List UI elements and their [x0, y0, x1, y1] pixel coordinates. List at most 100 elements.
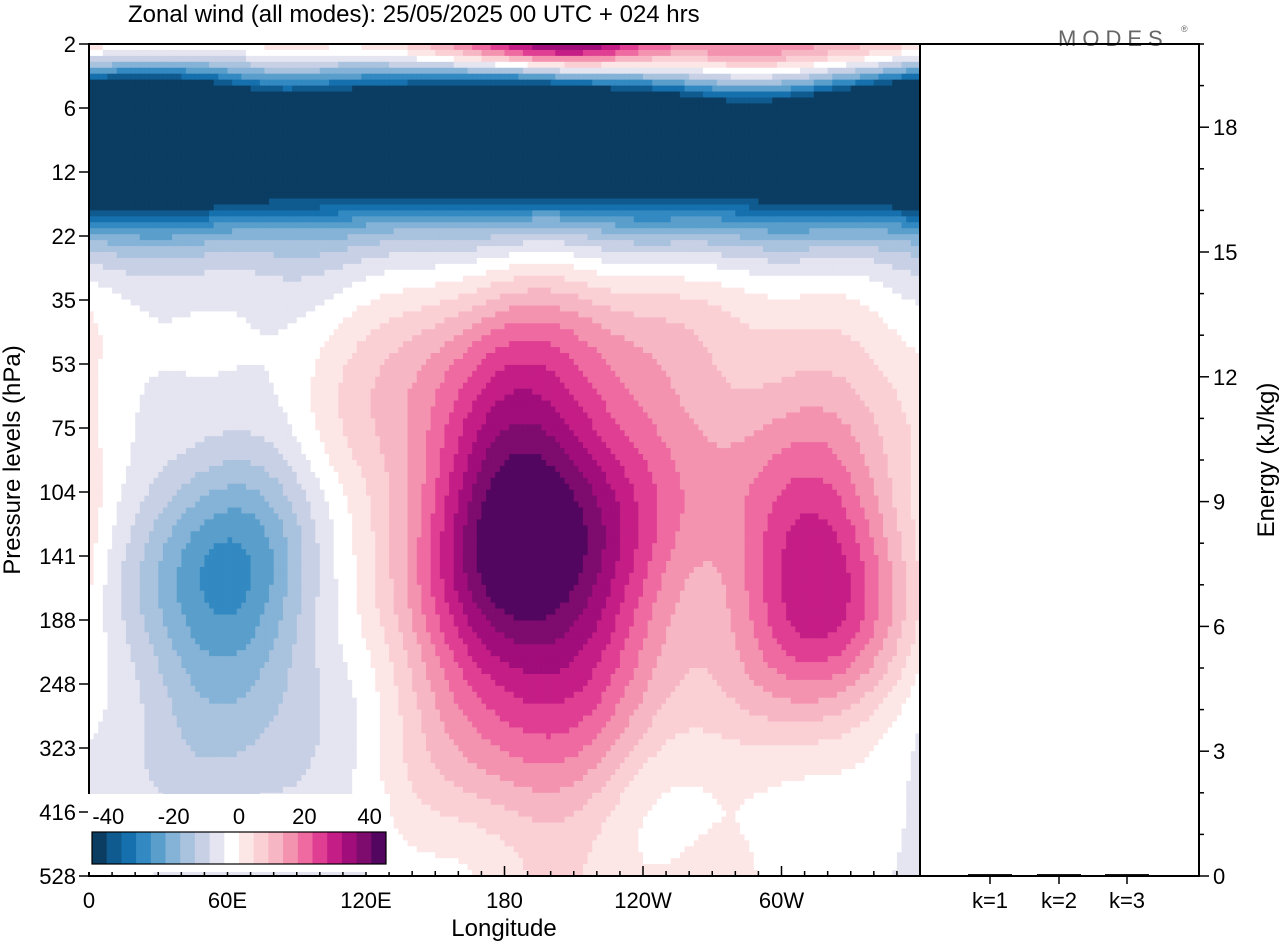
heatmap-cell	[435, 44, 441, 51]
heatmap-cell	[906, 55, 912, 63]
heatmap-cell	[541, 174, 547, 182]
heatmap-cell	[786, 109, 792, 116]
heatmap-cell	[370, 73, 376, 81]
heatmap-cell	[799, 85, 806, 93]
heatmap-cell	[850, 127, 856, 134]
heatmap-cell	[153, 133, 159, 140]
heatmap-cell	[693, 174, 699, 182]
heatmap-cell	[264, 49, 270, 57]
heatmap-cell	[342, 91, 349, 99]
heatmap-cell	[518, 192, 524, 200]
heatmap-cell	[716, 49, 723, 57]
heatmap-cell	[153, 168, 159, 176]
heatmap-cell	[564, 44, 570, 51]
heatmap-cell	[781, 109, 787, 116]
heatmap-cell	[527, 127, 533, 134]
heatmap-cell	[629, 174, 635, 182]
heatmap-cell	[499, 79, 506, 87]
heatmap-cell	[693, 186, 699, 194]
heatmap-cell	[185, 97, 192, 105]
heatmap-cell	[624, 174, 630, 182]
heatmap-cell	[379, 156, 386, 164]
heatmap-cell	[407, 186, 413, 194]
heatmap-cell	[102, 55, 109, 63]
heatmap-cell	[744, 103, 750, 110]
heatmap-cell	[910, 168, 916, 176]
heatmap-cell	[656, 115, 663, 122]
heatmap-cell	[878, 49, 884, 57]
heatmap-cell	[98, 73, 104, 81]
heatmap-cell	[98, 174, 104, 182]
heatmap-cell	[859, 174, 866, 182]
heatmap-cell	[232, 79, 238, 87]
heatmap-cell	[518, 139, 524, 146]
heatmap-cell	[412, 121, 418, 128]
heatmap-cell	[393, 204, 399, 211]
heatmap-cell	[887, 127, 893, 134]
heatmap-cell	[679, 127, 686, 134]
heatmap-cell	[444, 133, 450, 140]
heatmap-cell	[758, 133, 764, 140]
heatmap-cell	[859, 49, 866, 57]
heatmap-cell	[255, 204, 261, 211]
heatmap-cell	[878, 186, 884, 194]
heatmap-cell	[342, 198, 349, 206]
heatmap-cell	[370, 97, 376, 105]
heatmap-cell	[555, 127, 561, 134]
heatmap-cell	[329, 49, 335, 57]
heatmap-cell	[619, 133, 626, 140]
heatmap-cell	[181, 162, 187, 170]
heatmap-cell	[744, 145, 750, 152]
heatmap-cell	[647, 127, 653, 134]
heatmap-cell	[333, 91, 339, 99]
heatmap-cell	[763, 67, 769, 75]
heatmap-cell	[319, 103, 326, 110]
heatmap-cell	[892, 168, 898, 176]
heatmap-cell	[139, 61, 145, 69]
heatmap-cell	[878, 180, 884, 188]
heatmap-cell	[901, 150, 907, 158]
heatmap-cell	[278, 162, 284, 170]
heatmap-cell	[823, 180, 829, 188]
heatmap-cell	[735, 192, 741, 200]
heatmap-cell	[901, 103, 907, 110]
heatmap-cell	[606, 204, 612, 211]
heatmap-cell	[509, 156, 515, 164]
heatmap-cell	[707, 44, 713, 51]
heatmap-cell	[661, 162, 667, 170]
heatmap-cell	[407, 192, 413, 200]
heatmap-cell	[421, 44, 427, 51]
heatmap-cell	[301, 73, 307, 81]
heatmap-cell	[513, 156, 519, 164]
heatmap-cell	[305, 192, 312, 200]
heatmap-cell	[402, 49, 409, 57]
heatmap-cell	[509, 150, 515, 158]
heatmap-cell	[301, 61, 307, 69]
heatmap-cell	[836, 139, 843, 146]
heatmap-cell	[550, 73, 556, 81]
heatmap-cell	[93, 192, 99, 200]
heatmap-cell	[144, 91, 150, 99]
heatmap-cell	[393, 79, 399, 87]
heatmap-cell	[259, 61, 266, 69]
heatmap-cell	[449, 61, 455, 69]
heatmap-cell	[324, 186, 330, 194]
heatmap-cell	[89, 198, 95, 206]
heatmap-cell	[278, 103, 284, 110]
heatmap-cell	[827, 49, 833, 57]
heatmap-cell	[301, 204, 307, 211]
heatmap-cell	[739, 49, 746, 57]
heatmap-cell	[121, 139, 127, 146]
heatmap-cell	[116, 49, 122, 57]
heatmap-cell	[513, 198, 519, 206]
heatmap-cell	[615, 61, 621, 69]
heatmap-cell	[264, 115, 270, 122]
heatmap-cell	[412, 180, 418, 188]
heatmap-cell	[693, 97, 699, 105]
heatmap-cell	[892, 145, 898, 152]
heatmap-cell	[162, 61, 169, 69]
heatmap-cell	[213, 85, 219, 93]
heatmap-cell	[906, 44, 912, 51]
heatmap-cell	[892, 192, 898, 200]
heatmap-cell	[241, 145, 247, 152]
